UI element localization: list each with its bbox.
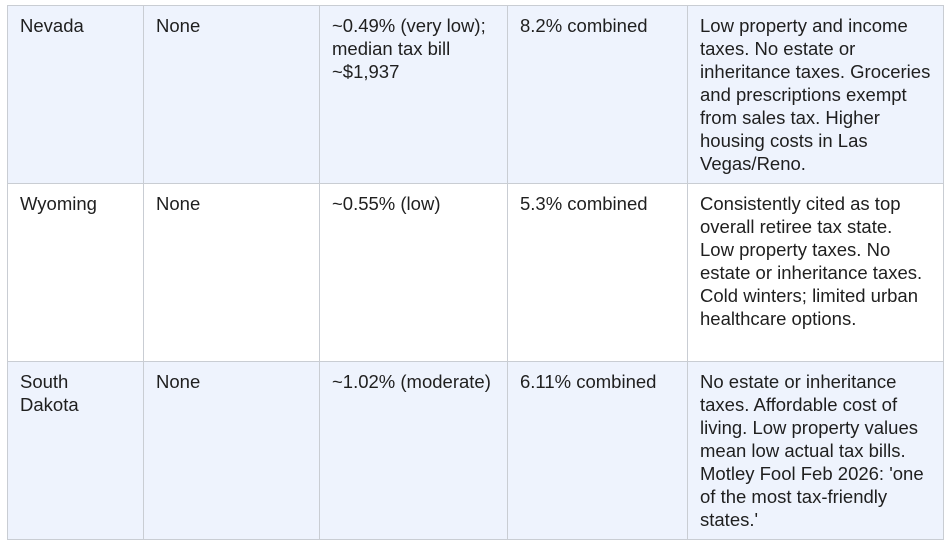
notes-cell: No estate or inheritance taxes. Affordab…	[687, 361, 944, 540]
table-row-south-dakota: South Dakota None ~1.02% (moderate) 6.11…	[7, 361, 944, 540]
notes-cell: Consistently cited as top overall retire…	[687, 183, 944, 362]
notes-cell: Low property and income taxes. No estate…	[687, 5, 944, 184]
property-tax-cell: ~0.55% (low)	[319, 183, 508, 362]
property-tax-cell: ~1.02% (moderate)	[319, 361, 508, 540]
state-tax-comparison-table: Nevada None ~0.49% (very low); median ta…	[7, 5, 944, 540]
income-tax-cell: None	[143, 183, 320, 362]
state-cell: Nevada	[7, 5, 144, 184]
sales-tax-cell: 5.3% combined	[507, 183, 688, 362]
table-row-nevada: Nevada None ~0.49% (very low); median ta…	[7, 5, 944, 184]
state-cell: South Dakota	[7, 361, 144, 540]
table-row-wyoming: Wyoming None ~0.55% (low) 5.3% combined …	[7, 183, 944, 362]
property-tax-cell: ~0.49% (very low); median tax bill ~$1,9…	[319, 5, 508, 184]
income-tax-cell: None	[143, 5, 320, 184]
state-cell: Wyoming	[7, 183, 144, 362]
income-tax-cell: None	[143, 361, 320, 540]
state-tax-table: Nevada None ~0.49% (very low); median ta…	[7, 5, 944, 540]
sales-tax-cell: 6.11% combined	[507, 361, 688, 540]
sales-tax-cell: 8.2% combined	[507, 5, 688, 184]
